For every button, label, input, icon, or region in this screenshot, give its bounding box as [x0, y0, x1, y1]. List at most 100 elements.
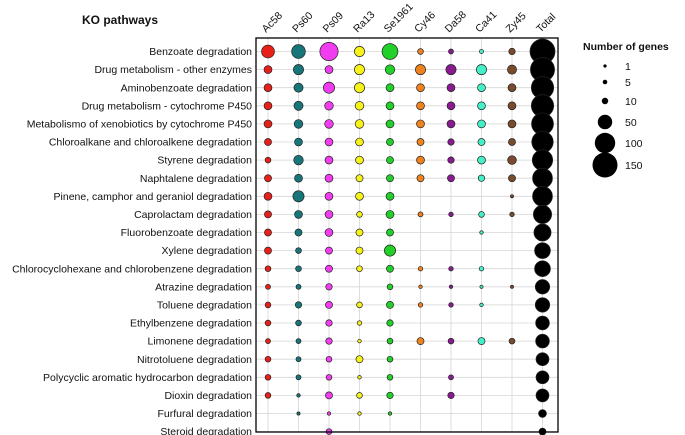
bubble-cy46-row-0	[417, 48, 424, 55]
bubble-zy45-row-9	[509, 211, 515, 218]
bubble-zy45-row-8	[510, 194, 514, 199]
bubble-zy45-row-3	[507, 101, 517, 111]
bubble-ps60-row-17	[295, 356, 302, 363]
row-label-21: Steroid degradation	[160, 426, 252, 435]
legend-bubble-100	[594, 132, 616, 154]
bubble-ca41-row-4	[477, 119, 486, 129]
bubble-total-row-17	[535, 352, 550, 367]
legend-title: Number of genes	[583, 41, 669, 53]
bubble-ca41-row-9	[478, 211, 485, 218]
bubble-se1961-row-19	[386, 391, 394, 399]
row-label-13: Atrazine degradation	[155, 281, 252, 293]
row-label-18: Polycyclic aromatic hydrocarbon degradat…	[43, 372, 252, 384]
bubble-total-row-5	[531, 130, 554, 154]
bubble-ca41-row-12	[478, 266, 485, 272]
chart-title: KO pathways	[82, 13, 158, 27]
bubble-se1961-row-16	[386, 337, 394, 345]
row-label-19: Dioxin degradation	[164, 390, 252, 402]
bubble-ps09-row-17	[325, 355, 333, 363]
bubble-cy46-row-4	[416, 119, 425, 129]
bubble-ca41-row-2	[477, 83, 486, 93]
bubble-ra13-row-14	[356, 301, 363, 309]
bubble-ps09-row-19	[325, 391, 333, 400]
row-label-4: Metabolismo of xenobiotics by cytochrome…	[27, 119, 252, 131]
bubble-ps09-row-2	[323, 81, 335, 94]
bubble-total-row-20	[538, 409, 547, 418]
row-labels: Benzoate degradation Drug metabolism - ot…	[12, 46, 252, 435]
bubble-ps09-row-7	[324, 173, 334, 183]
bubble-ac58-row-11	[264, 246, 272, 255]
bubble-se1961-row-3	[385, 101, 395, 111]
bubble-ca41-row-0	[479, 49, 484, 54]
bubble-ps09-row-4	[324, 119, 334, 129]
bubble-ra13-row-20	[357, 411, 362, 416]
bubble-se1961-row-2	[385, 83, 395, 93]
bubble-ac58-row-8	[263, 191, 273, 201]
bubble-ps09-row-1	[324, 65, 334, 74]
bubble-ps60-row-12	[295, 265, 302, 272]
size-legend: Number of genes 1 5 10 50 100 150	[583, 41, 669, 178]
bubble-ps60-row-18	[295, 374, 302, 381]
bubble-cy46-row-5	[416, 138, 425, 146]
bubble-zy45-row-1	[507, 64, 517, 75]
legend-label-1: 1	[625, 61, 631, 73]
bubble-se1961-row-1	[384, 64, 396, 75]
bubble-ps09-row-16	[325, 337, 333, 345]
bubble-ac58-row-13	[265, 283, 271, 290]
bubble-ac58-row-19	[264, 392, 272, 399]
bubble-da58-row-19	[447, 391, 455, 399]
bubble-cy46-row-13	[418, 284, 423, 289]
bubble-ca41-row-1	[476, 64, 487, 76]
legend-bubble-10	[601, 97, 609, 105]
bubble-ps60-row-3	[293, 100, 304, 111]
bubble-ra13-row-12	[356, 265, 363, 272]
bubble-total-row-16	[535, 333, 550, 349]
bubble-cy46-row-14	[417, 302, 424, 308]
column-label-ps60: Ps60	[290, 10, 316, 36]
row-label-16: Limonene degradation	[148, 336, 253, 348]
bubble-ps09-row-12	[325, 264, 333, 273]
legend-label-100: 100	[625, 138, 643, 150]
bubble-ac58-row-9	[264, 210, 272, 219]
row-label-1: Drug metabolism - other enzymes	[94, 64, 252, 76]
bubble-ac58-row-10	[264, 228, 272, 237]
bubble-ca41-row-14	[479, 302, 484, 308]
row-label-8: Pinene, camphor and geraniol degradation	[54, 191, 253, 203]
row-label-2: Aminobenzoate degradation	[121, 82, 253, 94]
bubble-ra13-row-17	[355, 355, 364, 364]
bubble-ac58-row-1	[263, 65, 273, 74]
bubble-ps09-row-15	[325, 319, 333, 327]
bubble-total-row-8	[532, 186, 553, 207]
bubble-zy45-row-2	[507, 83, 517, 93]
bubble-cy46-row-9	[417, 211, 424, 218]
column-label-total: Total	[534, 11, 558, 35]
bubble-ps09-row-14	[325, 301, 333, 309]
bubble-cy46-row-12	[417, 266, 424, 272]
bubble-da58-row-16	[447, 337, 455, 345]
bubble-se1961-row-10	[386, 228, 394, 237]
bubble-ca41-row-7	[477, 174, 486, 182]
row-label-17: Nitrotoluene degradation	[137, 354, 252, 366]
bubble-ac58-row-16	[265, 338, 271, 344]
bubble-ra13-row-7	[355, 174, 364, 183]
bubble-ps60-row-8	[292, 190, 305, 203]
row-label-12: Chlorocyclohexane and chlorobenzene degr…	[12, 263, 252, 275]
bubble-ps09-row-11	[325, 246, 333, 255]
bubble-da58-row-1	[445, 64, 457, 76]
bubble-ra13-row-10	[355, 228, 364, 237]
bubble-ps09-row-18	[325, 374, 333, 381]
bubble-ps60-row-9	[294, 210, 303, 219]
column-label-ac58: Ac58	[260, 10, 286, 36]
bubble-se1961-row-8	[385, 191, 395, 201]
bubble-zy45-row-0	[508, 47, 516, 56]
bubble-ac58-row-15	[264, 319, 272, 327]
bubble-se1961-row-12	[386, 264, 394, 273]
legend-bubble-50	[597, 114, 613, 130]
legend-label-150: 150	[625, 160, 643, 172]
bubble-ra13-row-18	[357, 375, 362, 380]
bubble-total-row-11	[534, 242, 551, 259]
bubble-total-row-6	[531, 149, 554, 171]
bubble-ca41-row-10	[479, 230, 484, 235]
